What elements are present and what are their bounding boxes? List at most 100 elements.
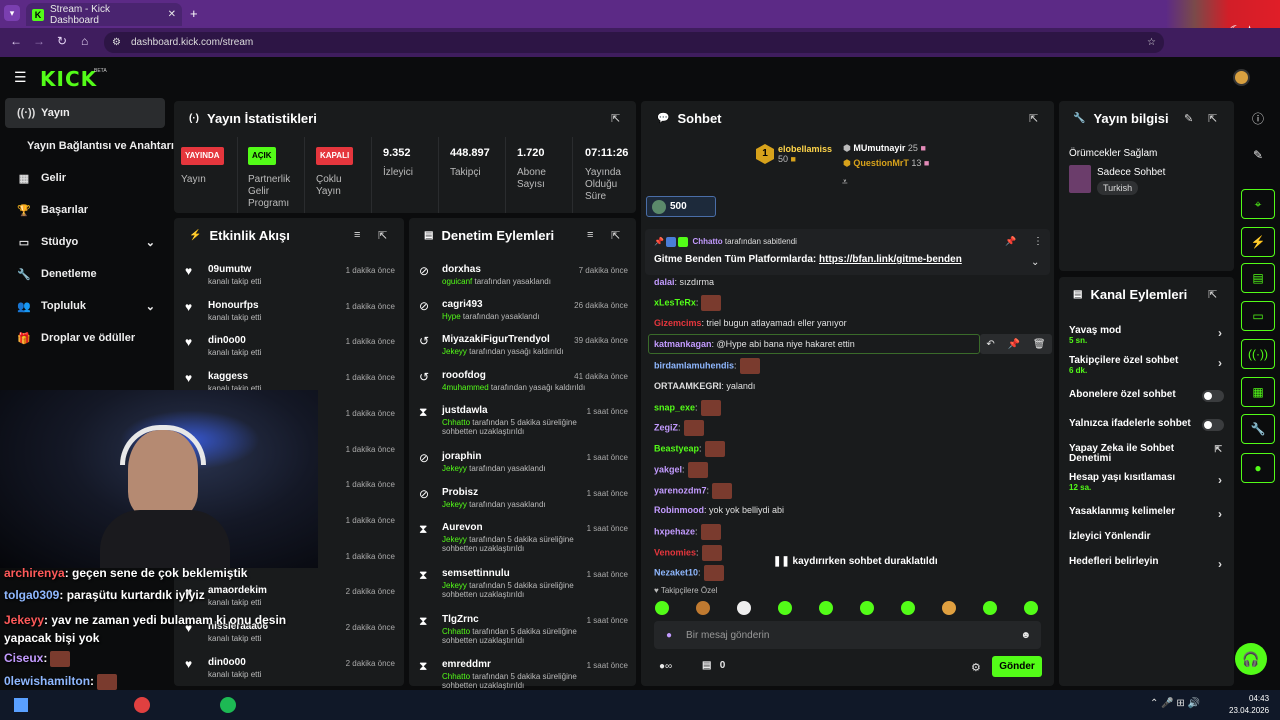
channel-action-item[interactable]: Yapay Zeka ile Sohbet Denetimi ⇱ — [1069, 444, 1224, 464]
pinned-link[interactable]: https://bfan.link/gitme-benden — [819, 254, 962, 265]
channel-points-icon[interactable]: ●∞ — [659, 661, 673, 672]
toggle-switch[interactable] — [1202, 390, 1224, 402]
emote-shortcut[interactable] — [983, 601, 997, 615]
drops-icon[interactable]: ● — [1241, 453, 1275, 483]
tray-icons[interactable]: ⌃ 🎤 ⊞ 🔊 — [1150, 698, 1200, 709]
chat-username[interactable]: ZegiZ — [654, 422, 678, 433]
close-tab-icon[interactable]: ✕ — [167, 9, 176, 20]
chat-username[interactable]: katmankagan — [654, 339, 712, 349]
new-tab-button[interactable]: + — [190, 6, 198, 21]
chat-username[interactable]: Venomies — [654, 547, 697, 558]
reload-icon[interactable]: ↻ — [57, 34, 68, 48]
popout-icon[interactable]: ⇱ — [1208, 289, 1218, 301]
channel-action-item[interactable]: İzleyici Yönlendir — [1069, 532, 1224, 542]
send-button[interactable]: Gönder — [992, 656, 1042, 677]
chat-username[interactable]: ORTAAMKEGRI — [654, 381, 722, 391]
emoji-picker-icon[interactable]: ☻ — [1020, 629, 1031, 641]
wrench-icon[interactable]: 🔧 — [1241, 414, 1275, 444]
chat-username[interactable]: Beastyeap — [654, 443, 700, 454]
tab-menu-button[interactable]: ▾ — [4, 5, 20, 21]
bookmark-star-icon[interactable]: ☆ — [1147, 37, 1156, 48]
pin-icon[interactable]: 📌 — [1007, 338, 1021, 350]
support-chat-button[interactable]: 🎧 — [1235, 643, 1267, 675]
chat-username[interactable]: dalai — [654, 277, 675, 287]
back-icon[interactable]: ← — [10, 34, 22, 48]
toggle-switch[interactable] — [1202, 419, 1224, 431]
chat-username[interactable]: birdamlamuhendis — [654, 360, 735, 371]
emote-shortcut[interactable] — [1024, 601, 1038, 615]
spotify-icon[interactable] — [220, 697, 236, 713]
popout-icon[interactable]: ⇱ — [611, 230, 621, 242]
chat-input[interactable]: ● Bir mesaj gönderin ☻ — [654, 621, 1041, 649]
chat-username[interactable]: Gizemcims — [654, 318, 702, 328]
channel-action-item[interactable]: Yalnızca ifadelerle sohbet — [1069, 419, 1224, 431]
sidebar-item-denetleme[interactable]: 🔧 Denetleme — [17, 268, 97, 281]
focus-icon[interactable]: ⌖ — [1241, 189, 1275, 219]
emote-shortcut[interactable] — [860, 601, 874, 615]
gift-counter[interactable]: 500 — [646, 196, 716, 217]
channel-action-item[interactable]: Yasaklanmış kelimeler › — [1069, 507, 1224, 522]
expand-leaderboard-icon[interactable]: ⩡ — [842, 177, 848, 188]
popout-icon[interactable]: ⇱ — [611, 113, 621, 125]
chat-username[interactable]: hxpehaze — [654, 526, 696, 537]
channel-action-item[interactable]: Hesap yaşı kısıtlaması 12 sa. › — [1069, 473, 1224, 493]
channel-action-item[interactable]: Hedefleri belirleyin › — [1069, 557, 1224, 572]
menu-hamburger-icon[interactable]: ☰ — [14, 69, 27, 85]
channel-action-item[interactable]: Abonelere özel sohbet — [1069, 390, 1224, 402]
popout-icon[interactable]: ⇱ — [1208, 113, 1218, 125]
microphone-icon[interactable]: ● — [666, 629, 673, 641]
emote-shortcut[interactable] — [655, 601, 669, 615]
emote-shortcut[interactable] — [819, 601, 833, 615]
channel-action-item[interactable]: Takipçilere özel sohbet 6 dk. › — [1069, 356, 1224, 376]
chevron-down-icon[interactable]: ⌄ — [1031, 257, 1040, 268]
kick-logo[interactable]: KICK — [40, 67, 98, 91]
chat-username[interactable]: yakgel — [654, 464, 683, 475]
delete-icon[interactable]: 🗑 — [1032, 338, 1046, 350]
document-icon[interactable]: ▤ — [1241, 263, 1275, 293]
home-icon[interactable]: ⌂ — [81, 34, 89, 48]
chat-username[interactable]: yarenozdm7 — [654, 485, 707, 496]
layout-icon[interactable]: ▦ — [1241, 377, 1275, 407]
sidebar-item-yayin[interactable]: ((·)) Yayın — [5, 98, 165, 128]
filter-icon[interactable]: ≡ — [354, 229, 361, 241]
browser-tab[interactable]: K Stream - Kick Dashboard ✕ — [26, 3, 182, 26]
chat-text: : @Hype abi bana niye hakaret ettin — [711, 339, 855, 349]
popout-icon[interactable]: ⇱ — [378, 230, 388, 242]
emote-shortcut[interactable] — [696, 601, 710, 615]
timeout-icon[interactable]: ↶ — [986, 338, 995, 350]
sidebar-item-studyo[interactable]: ▭ Stüdyo ⌄ — [18, 236, 155, 249]
chat-username[interactable]: snap_exe — [654, 402, 696, 413]
sidebar-item-droplar[interactable]: 🎁 Droplar ve ödüller — [17, 332, 136, 345]
chat-bubble-icon[interactable]: ▭ — [1241, 301, 1275, 331]
edit-icon[interactable]: ✎ — [1252, 148, 1264, 162]
emote-shortcut[interactable] — [737, 601, 751, 615]
chat-username[interactable]: xLesTeRx — [654, 297, 696, 308]
filter-icon[interactable]: ≡ — [587, 229, 594, 241]
browser-app-icon[interactable] — [134, 697, 150, 713]
info-icon[interactable]: ⓘ — [1251, 111, 1264, 126]
emote-shortcut[interactable] — [901, 601, 915, 615]
sidebar-item-topluluk[interactable]: 👥 Topluluk ⌄ — [17, 300, 155, 313]
start-icon[interactable] — [14, 698, 28, 712]
unpin-icon[interactable]: 📌 — [1005, 236, 1017, 246]
more-options-icon[interactable]: ⋮ — [1033, 236, 1043, 247]
bolt-icon[interactable]: ⚡ — [1241, 227, 1275, 257]
edit-icon[interactable]: ✎ — [1184, 113, 1194, 125]
emote-shortcut[interactable] — [942, 601, 956, 615]
user-avatar[interactable] — [1233, 69, 1250, 86]
popout-icon[interactable]: ⇱ — [1029, 113, 1039, 125]
sidebar-item-basarilar[interactable]: 🏆 Başarılar — [17, 204, 89, 217]
sidebar-item-stream-key[interactable]: Yayın Bağlantısı ve Anahtarı — [27, 140, 174, 152]
chat-settings-icon[interactable]: ⚙ — [971, 662, 981, 674]
site-info-icon[interactable]: ⚙ — [112, 37, 121, 48]
forward-icon[interactable]: → — [33, 34, 45, 48]
chat-paused-notice[interactable]: ❚❚ kaydırırken sohbet duraklatıldı — [773, 556, 938, 567]
chat-username[interactable]: Robinmood — [654, 505, 704, 515]
emote-shortcut[interactable] — [778, 601, 792, 615]
category-name[interactable]: Sadece Sohbet — [1097, 167, 1166, 178]
channel-action-item[interactable]: Yavaş mod 5 sn. › — [1069, 326, 1224, 346]
url-field[interactable]: ⚙ dashboard.kick.com/stream ☆ — [104, 32, 1164, 53]
sidebar-item-gelir[interactable]: ▦ Gelir — [18, 172, 67, 185]
chat-username[interactable]: Nezaket10 — [654, 567, 699, 578]
broadcast-icon[interactable]: ((·)) — [1241, 339, 1275, 369]
